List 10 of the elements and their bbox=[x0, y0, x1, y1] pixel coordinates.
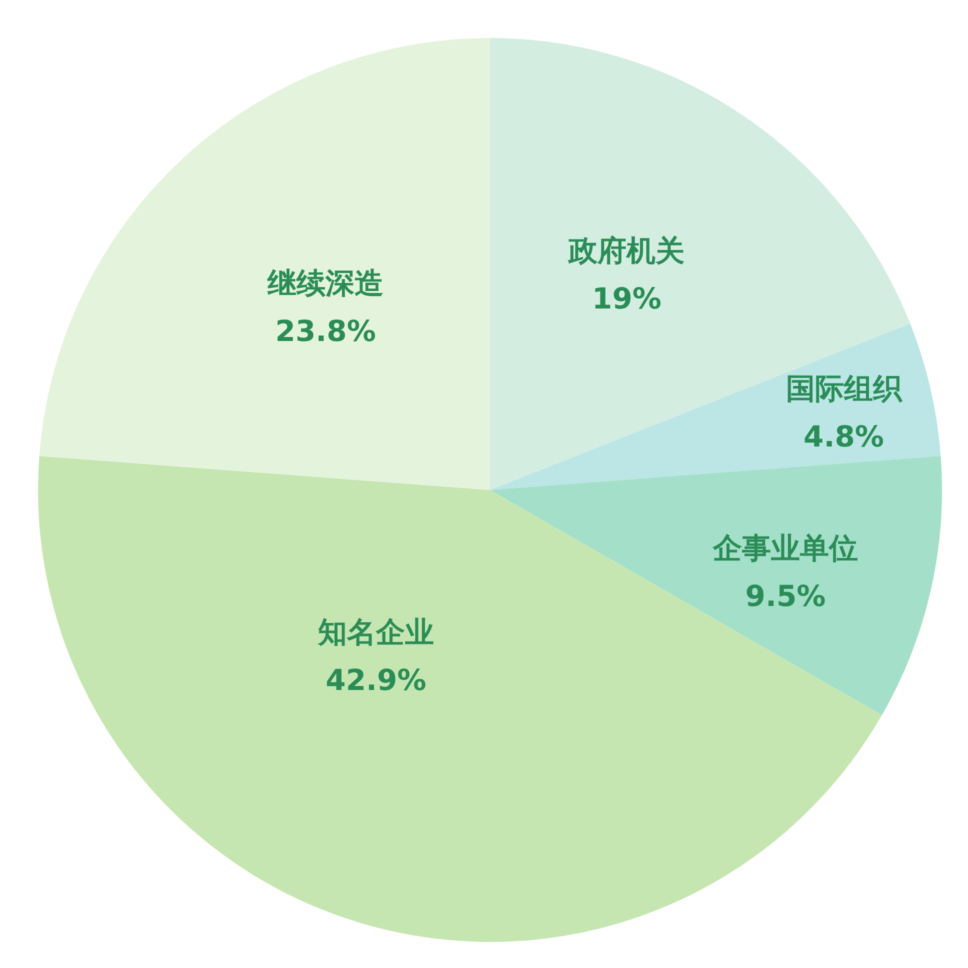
data-label: 19% bbox=[592, 282, 662, 316]
slice-label: 国际组织 bbox=[786, 372, 903, 406]
slice-label: 继续深造 bbox=[266, 266, 384, 300]
data-label: 23.8% bbox=[275, 314, 376, 348]
data-label: 4.8% bbox=[804, 420, 884, 454]
slice-label: 知名企业 bbox=[316, 614, 434, 649]
slice-label: 企事业单位 bbox=[712, 531, 858, 566]
slice-label: 政府机关 bbox=[568, 234, 685, 268]
data-label: 9.5% bbox=[745, 579, 826, 614]
data-label: 42.9% bbox=[326, 662, 426, 697]
